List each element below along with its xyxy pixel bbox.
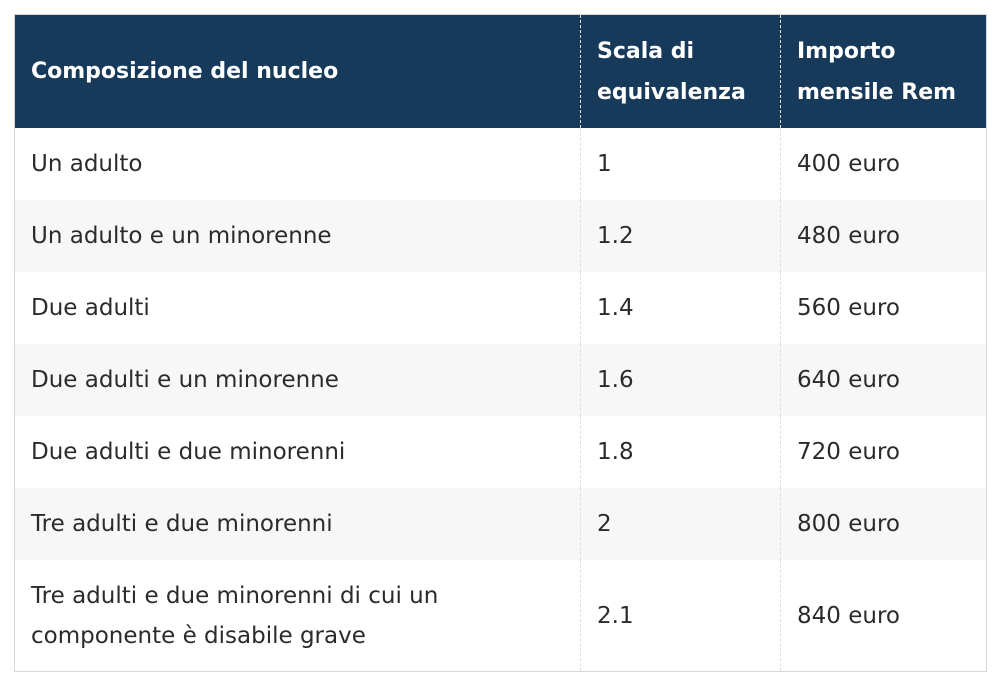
table-row: Un adulto e un minorenne 1.2 480 euro bbox=[14, 200, 987, 272]
header-cell: Composizione del nucleo bbox=[14, 14, 581, 128]
table-cell: 1 bbox=[580, 128, 781, 200]
table-cell: Un adulto bbox=[31, 151, 143, 177]
table-cell: 560 euro bbox=[780, 272, 987, 344]
table-cell: 720 euro bbox=[780, 416, 987, 488]
table-row: Due adulti e un minorenne 1.6 640 euro bbox=[14, 344, 987, 416]
table: Composizione del nucleo Scala di equivale… bbox=[14, 14, 987, 672]
table-cell: 1.4 bbox=[580, 272, 781, 344]
table-cell: 840 euro bbox=[780, 560, 987, 672]
table-cell: Due adulti e un minorenne bbox=[14, 344, 581, 416]
table-body: Un adulto 1 400 euro Un adulto e un minoren… bbox=[14, 128, 987, 672]
table-header: Composizione del nucleo Scala di equivale… bbox=[14, 14, 987, 128]
table-cell: Un adulto e un minorenne bbox=[14, 200, 581, 272]
table-row: Due adulti e due minorenni 1.8 720 euro bbox=[15, 416, 987, 488]
table-cell: 2 bbox=[580, 488, 781, 560]
header-row: Composizione del nucleo Scala di equivale… bbox=[14, 14, 987, 128]
table-cell: Tre adulti e due minorenni di cui un com… bbox=[31, 582, 439, 649]
table-cell: 640 euro bbox=[780, 344, 987, 416]
table-row: Tre adulti e due minorenni 2 800 euro bbox=[14, 488, 987, 560]
table-cell: 2.1 bbox=[580, 560, 781, 672]
table-cell: Due adulti bbox=[31, 295, 150, 321]
table-cell: 400 euro bbox=[780, 128, 987, 200]
table-cell: 1.8 bbox=[580, 416, 781, 488]
table-container: Composizione del nucleo Scala di equivale… bbox=[14, 14, 987, 672]
header-cell: Importo mensile Rem bbox=[780, 14, 987, 128]
table-row: Un adulto 1 400 euro bbox=[15, 128, 987, 200]
table-row: Tre adulti e due minorenni di cui un com… bbox=[15, 560, 987, 672]
table-cell: 480 euro bbox=[780, 200, 987, 272]
table-cell: Tre adulti e due minorenni bbox=[14, 488, 581, 560]
table-cell: Due adulti e due minorenni bbox=[31, 439, 346, 465]
header-cell: Scala di equivalenza bbox=[580, 14, 781, 128]
table-cell: 1.6 bbox=[580, 344, 781, 416]
table-cell: 1.2 bbox=[580, 200, 781, 272]
table-cell: 800 euro bbox=[780, 488, 987, 560]
table-row: Due adulti 1.4 560 euro bbox=[15, 272, 987, 344]
